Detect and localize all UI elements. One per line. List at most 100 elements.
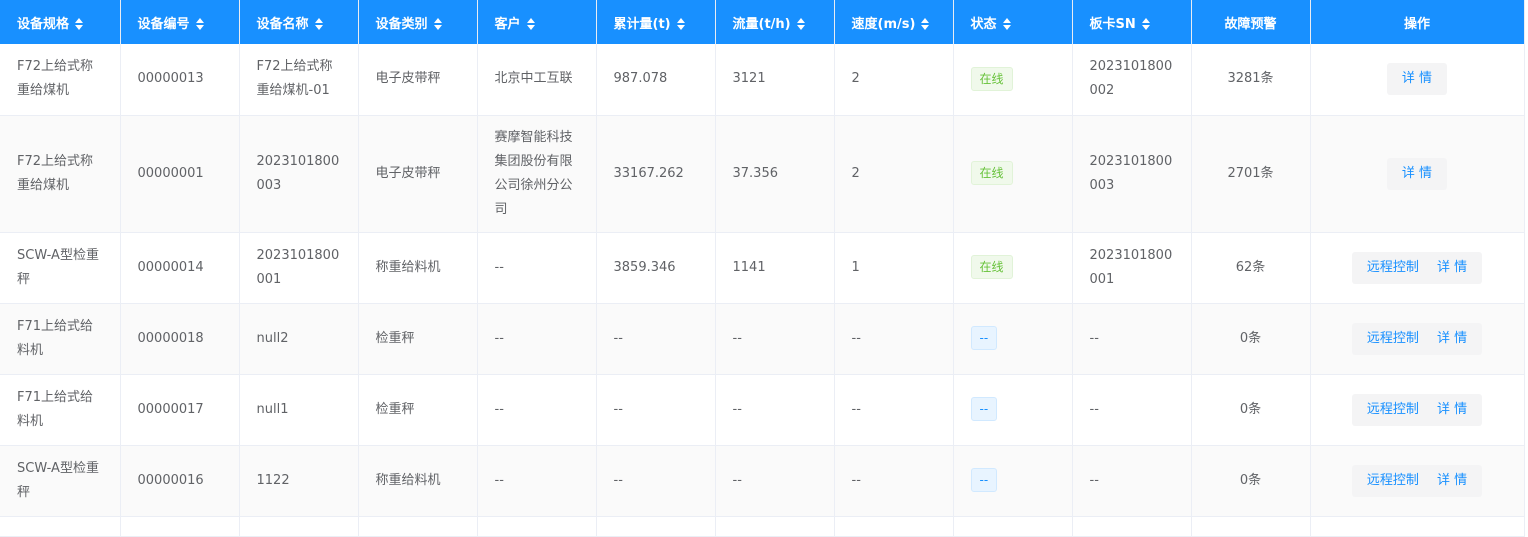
- code-text: 00000017: [137, 401, 204, 417]
- cell-flow: --: [715, 303, 835, 375]
- column-label: 操作: [1403, 16, 1430, 32]
- cell-flow: --: [715, 374, 835, 446]
- flow-text: --: [732, 472, 742, 488]
- sort-icon[interactable]: [921, 18, 930, 30]
- flow-text: --: [732, 401, 742, 417]
- remote-control-button[interactable]: 远程控制: [1366, 401, 1419, 417]
- column-header[interactable]: 设备编号: [120, 0, 240, 44]
- cell-alerts: 3281条: [1191, 44, 1311, 116]
- column-header[interactable]: 板卡SN: [1072, 0, 1192, 44]
- cell-flow: 1141: [715, 232, 835, 304]
- cell-category: 称重给料机: [358, 232, 478, 304]
- cell-alerts: 0条: [1191, 303, 1311, 375]
- flow-text: 1141: [732, 259, 766, 275]
- speed-text: 2: [851, 165, 860, 181]
- column-header[interactable]: 速度(m/s): [834, 0, 954, 44]
- alerts-text: 0条: [1239, 401, 1262, 417]
- table-row: SCW-A型检重秤 00000016 1122 称重给料机 -- -- -- -- -- -- 0条…: [0, 445, 1525, 517]
- cell-name: 2023101800003: [239, 115, 359, 233]
- speed-text: --: [851, 472, 861, 488]
- column-label: 设备规格: [17, 16, 70, 32]
- cell-customer: 北京中工互联: [477, 44, 597, 116]
- remote-control-button[interactable]: 远程控制: [1366, 259, 1419, 275]
- sort-icon[interactable]: [1141, 18, 1151, 30]
- cell-category: 检重秤: [358, 374, 478, 446]
- sort-icon[interactable]: [676, 18, 686, 30]
- category-text: 称重给料机: [375, 472, 441, 488]
- spec-text: F72上给式称重给煤机: [17, 153, 94, 193]
- total-text: --: [613, 330, 623, 346]
- cell-category: 称重给料机: [358, 445, 478, 517]
- status-badge: --: [970, 326, 998, 350]
- details-button[interactable]: 详 情: [1436, 401, 1468, 417]
- column-header[interactable]: 设备类别: [358, 0, 478, 44]
- table-row: SCW-A型检重秤 00000014 2023101800001 称重给料机 -- 385…: [0, 232, 1525, 304]
- cell-code: 00000017: [120, 374, 240, 446]
- cell-name: F72上给式称重给煤机-01: [239, 44, 359, 116]
- customer-text: 北京中工互联: [494, 71, 573, 87]
- sort-icon[interactable]: [433, 18, 443, 30]
- category-text: 检重秤: [375, 401, 415, 417]
- name-text: null1: [256, 401, 289, 417]
- sn-text: --: [1089, 401, 1099, 417]
- details-button[interactable]: 详 情: [1436, 259, 1468, 275]
- details-button[interactable]: 详 情: [1401, 71, 1433, 87]
- cell-flow: 37.356: [715, 115, 835, 233]
- sort-icon[interactable]: [1002, 18, 1012, 30]
- column-label: 客户: [494, 16, 521, 32]
- details-button[interactable]: 详 情: [1436, 330, 1468, 346]
- cell-sn: 2023101800001: [1072, 232, 1192, 304]
- column-header[interactable]: 流量(t/h): [715, 0, 835, 44]
- cell-actions: 远程控制 详 情: [1310, 232, 1525, 304]
- table-row: [0, 516, 1525, 537]
- sort-icon[interactable]: [526, 18, 536, 30]
- table-row: F72上给式称重给煤机 00000001 2023101800003 电子皮带秤 赛摩智…: [0, 115, 1525, 233]
- cell-sn: --: [1072, 445, 1192, 517]
- cell-speed: --: [834, 445, 954, 517]
- sort-icon[interactable]: [314, 18, 324, 30]
- remote-control-button[interactable]: 远程控制: [1366, 330, 1419, 346]
- remote-control-button[interactable]: 远程控制: [1366, 472, 1419, 488]
- cell-code: 00000013: [120, 44, 240, 116]
- cell-alerts: 0条: [1191, 374, 1311, 446]
- category-text: 称重给料机: [375, 259, 441, 275]
- cell-sn: --: [1072, 303, 1192, 375]
- name-text: 2023101800001: [256, 247, 340, 287]
- spec-text: SCW-A型检重秤: [17, 460, 99, 500]
- details-button[interactable]: 详 情: [1401, 165, 1433, 181]
- column-label: 故障预警: [1224, 16, 1277, 32]
- column-header[interactable]: 状态: [953, 0, 1073, 44]
- cell-flow: --: [715, 445, 835, 517]
- sort-icon[interactable]: [195, 18, 205, 30]
- cell-actions: 远程控制 详 情: [1310, 445, 1525, 517]
- cell-status: 在线: [953, 44, 1073, 116]
- cell-sn: --: [1072, 374, 1192, 446]
- sort-icon[interactable]: [796, 18, 806, 30]
- column-header[interactable]: 设备名称: [239, 0, 359, 44]
- column-label: 状态: [970, 16, 997, 32]
- column-header[interactable]: 累计量(t): [596, 0, 716, 44]
- cell-sn: 2023101800002: [1072, 44, 1192, 116]
- column-header[interactable]: 客户: [477, 0, 597, 44]
- sn-text: --: [1089, 472, 1099, 488]
- column-header: 故障预警: [1191, 0, 1311, 44]
- name-text: F72上给式称重给煤机-01: [256, 59, 333, 99]
- spec-text: F71上给式给料机: [17, 389, 94, 429]
- customer-text: --: [494, 259, 504, 275]
- status-badge: 在线: [970, 161, 1013, 185]
- column-label: 设备名称: [256, 16, 309, 32]
- cell-alerts: 62条: [1191, 232, 1311, 304]
- details-button[interactable]: 详 情: [1436, 472, 1468, 488]
- code-text: 00000013: [137, 71, 204, 87]
- cell-spec: F71上给式给料机: [0, 374, 121, 446]
- status-badge: --: [970, 397, 998, 421]
- column-header[interactable]: 设备规格: [0, 0, 121, 44]
- category-text: 检重秤: [375, 330, 415, 346]
- cell-spec: F71上给式给料机: [0, 303, 121, 375]
- sort-icon[interactable]: [75, 18, 84, 30]
- speed-text: --: [851, 330, 861, 346]
- category-text: 电子皮带秤: [375, 71, 441, 87]
- cell-sn: 2023101800003: [1072, 115, 1192, 233]
- cell-total: --: [596, 445, 716, 517]
- cell-name: null1: [239, 374, 359, 446]
